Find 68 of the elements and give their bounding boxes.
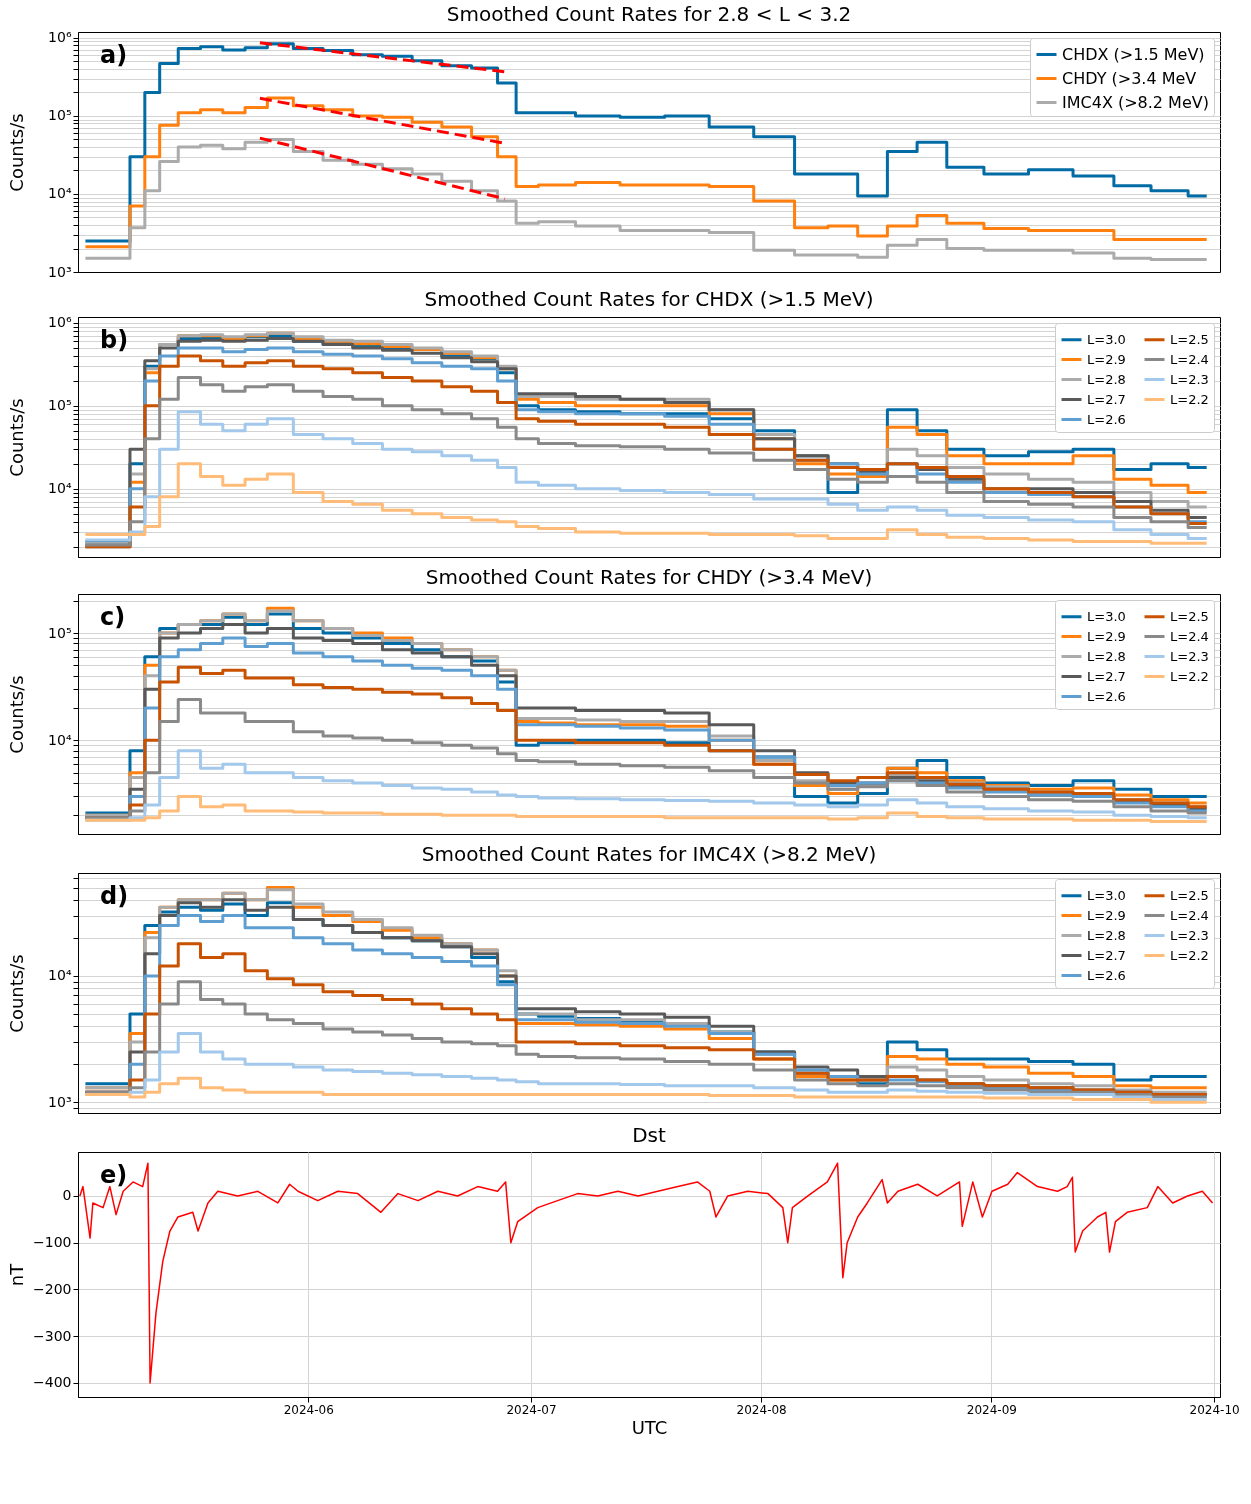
- y-tick-label: 10⁴: [48, 185, 72, 202]
- legend-label: L=3.0: [1087, 887, 1126, 903]
- y-tick-label: 10⁵: [48, 107, 72, 124]
- annotation: e): [100, 1161, 128, 1189]
- legend-label: L=2.9: [1087, 907, 1126, 923]
- legend-label: L=2.7: [1087, 668, 1126, 684]
- legend-label: CHDX (>1.5 MeV): [1062, 44, 1205, 64]
- y-tick-label: 10⁴: [48, 967, 72, 984]
- legend-label: L=2.3: [1170, 927, 1209, 943]
- legend-label: L=2.6: [1087, 411, 1126, 427]
- legend-label: L=2.7: [1087, 391, 1126, 407]
- y-tick-label: −400: [33, 1374, 72, 1391]
- y-tick-label: 0: [62, 1187, 72, 1204]
- legend-label: L=2.5: [1170, 887, 1209, 903]
- y-tick-label: 10⁶: [48, 314, 72, 331]
- annotation: d): [100, 882, 129, 910]
- y-tick-label: 10⁵: [48, 624, 72, 641]
- y-axis-title: Counts/s: [5, 675, 27, 754]
- x-tick-label: 2024-08: [736, 1402, 787, 1417]
- legend-label: L=2.3: [1170, 648, 1209, 664]
- y-tick-label: 10⁴: [48, 480, 72, 497]
- annotation: a): [100, 41, 128, 69]
- y-axis-title: Counts/s: [5, 398, 27, 477]
- legend-label: L=2.4: [1170, 628, 1209, 644]
- x-tick-label: 2024-10: [1189, 1402, 1240, 1417]
- y-tick-label: −300: [33, 1327, 72, 1344]
- chart-title: Dst: [632, 1123, 666, 1147]
- y-tick-label: −200: [33, 1280, 72, 1297]
- legend-label: L=2.2: [1170, 391, 1209, 407]
- annotation: c): [100, 603, 126, 631]
- y-axis-title: nT: [5, 1262, 27, 1287]
- legend-label: L=2.5: [1170, 608, 1209, 624]
- y-tick-label: 10⁴: [48, 731, 72, 748]
- legend-label: L=3.0: [1087, 331, 1126, 347]
- x-tick-label: 2024-07: [506, 1402, 557, 1417]
- x-axis-title: UTC: [631, 1416, 668, 1438]
- legend-label: L=2.3: [1170, 371, 1209, 387]
- chart-title: Smoothed Count Rates for IMC4X (>8.2 MeV): [421, 841, 877, 866]
- legend-label: IMC4X (>8.2 MeV): [1062, 92, 1209, 112]
- legend-label: L=2.7: [1087, 947, 1126, 963]
- x-tick-label: 2024-06: [283, 1402, 334, 1417]
- y-tick-label: 10⁶: [48, 29, 72, 46]
- legend-label: L=2.8: [1087, 371, 1126, 387]
- y-tick-label: −100: [33, 1234, 72, 1251]
- legend-label: CHDY (>3.4 MeV: [1062, 68, 1197, 88]
- legend-label: L=2.6: [1087, 967, 1126, 983]
- legend-label: L=2.8: [1087, 927, 1126, 943]
- annotation: b): [100, 326, 129, 354]
- legend-label: L=2.2: [1170, 947, 1209, 963]
- y-axis-title: Counts/s: [5, 113, 27, 192]
- legend-label: L=2.8: [1087, 648, 1126, 664]
- legend-label: L=2.4: [1170, 351, 1209, 367]
- legend-label: L=2.6: [1087, 688, 1126, 704]
- chart-title: Smoothed Count Rates for CHDX (>1.5 MeV): [424, 286, 874, 311]
- legend-label: L=2.4: [1170, 907, 1209, 923]
- legend-label: L=2.2: [1170, 668, 1209, 684]
- legend-label: L=3.0: [1087, 608, 1126, 624]
- chart-title: Smoothed Count Rates for 2.8 < L < 3.2: [446, 1, 852, 26]
- legend-label: L=2.9: [1087, 628, 1126, 644]
- legend-label: L=2.5: [1170, 331, 1209, 347]
- y-tick-label: 10³: [48, 1093, 72, 1110]
- y-tick-label: 10³: [48, 263, 72, 280]
- y-axis-title: Counts/s: [5, 954, 27, 1033]
- line-series: [79, 1162, 1214, 1384]
- chart-title: Smoothed Count Rates for CHDY (>3.4 MeV): [425, 564, 873, 589]
- y-tick-label: 10⁵: [48, 397, 72, 414]
- legend-label: L=2.9: [1087, 351, 1126, 367]
- x-tick-label: 2024-09: [966, 1402, 1017, 1417]
